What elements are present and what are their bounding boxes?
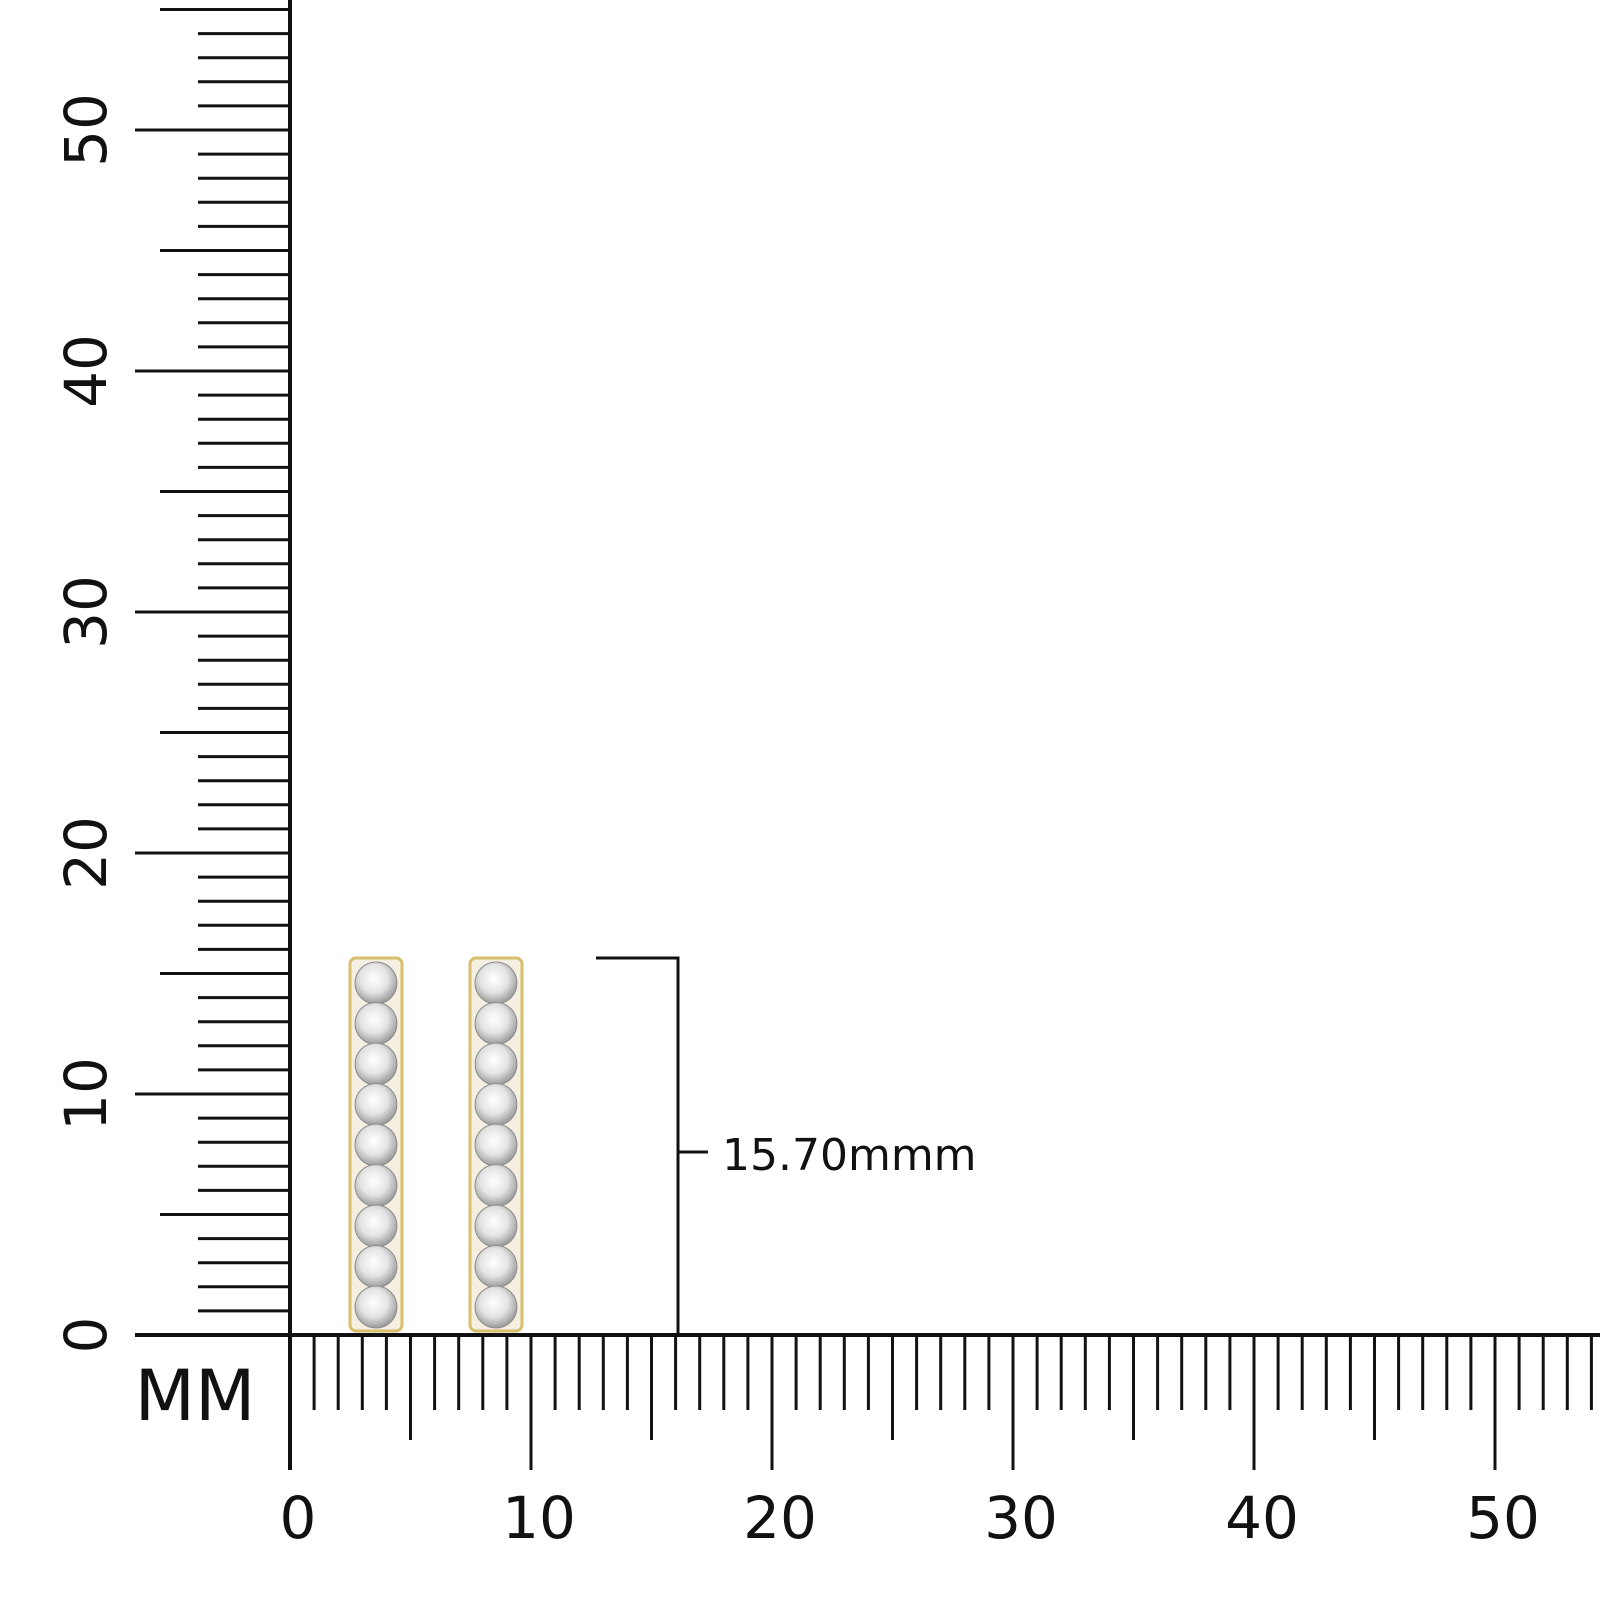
stone: [354, 1123, 398, 1167]
dimension-bracket: [596, 956, 708, 1335]
stone: [474, 961, 518, 1005]
x-tick-label: 0: [280, 1484, 317, 1552]
stone: [474, 1083, 518, 1126]
stone: [354, 1285, 398, 1329]
ruler-ticks: [135, 8, 1593, 1470]
stone: [474, 1164, 518, 1207]
x-tick-label: 40: [1225, 1484, 1299, 1552]
y-tick-label: 30: [52, 575, 120, 649]
stone: [354, 1245, 398, 1288]
y-tick-label: 50: [52, 93, 120, 167]
stone: [354, 1002, 398, 1045]
y-tick-label: 10: [52, 1057, 120, 1131]
y-tick-label: 40: [52, 334, 120, 408]
stone: [474, 1042, 518, 1086]
earrings: [348, 956, 524, 1333]
stone: [354, 961, 398, 1005]
x-tick-label: 50: [1466, 1484, 1540, 1552]
stone: [354, 1083, 398, 1126]
stone: [354, 1042, 398, 1086]
stone: [354, 1204, 398, 1248]
x-tick-label: 20: [743, 1484, 817, 1552]
stone: [354, 1164, 398, 1207]
stone: [474, 1123, 518, 1167]
stone: [474, 1204, 518, 1248]
stone: [474, 1245, 518, 1288]
y-tick-label: 20: [52, 816, 120, 890]
unit-label: MM: [135, 1355, 256, 1437]
stone: [474, 1002, 518, 1045]
dimension-label: 15.70mmm: [722, 1130, 977, 1181]
x-tick-label: 10: [502, 1484, 576, 1552]
stone: [474, 1285, 518, 1329]
x-tick-label: 30: [984, 1484, 1058, 1552]
y-tick-label: 0: [52, 1317, 120, 1354]
